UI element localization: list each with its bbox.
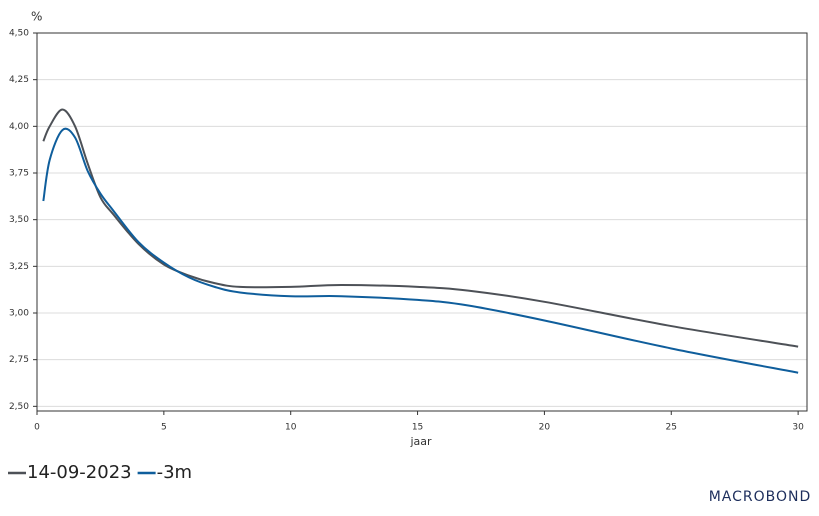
y-tick-label: 4,00	[9, 122, 29, 132]
x-tick-label: 10	[285, 423, 297, 433]
series-line	[42, 108, 799, 348]
series-line	[42, 127, 799, 374]
x-axis-label: jaar	[409, 435, 432, 448]
plot-border	[36, 32, 808, 412]
y-tick-label: 2,50	[9, 402, 29, 412]
y-tick-label: 4,25	[9, 75, 29, 85]
y-tick-label: 3,00	[9, 309, 29, 319]
y-tick-label: 3,50	[9, 215, 29, 225]
y-unit: %	[31, 10, 42, 24]
y-tick-label: 2,75	[9, 355, 29, 365]
x-tick-label: 0	[34, 423, 40, 433]
x-tick-label: 15	[412, 423, 423, 433]
x-tick-label: 30	[792, 423, 804, 433]
x-tick-label: 25	[666, 423, 677, 433]
x-tick-label: 5	[161, 423, 167, 433]
x-tick-label: 20	[539, 423, 551, 433]
logo: MACROBOND	[709, 489, 812, 505]
legend-label: 14-09-2023	[27, 462, 132, 483]
y-tick-label: 3,25	[9, 262, 29, 272]
y-tick-label: 4,50	[9, 29, 29, 39]
legend-label: -3m	[157, 462, 192, 483]
y-tick-label: 3,75	[9, 169, 29, 179]
